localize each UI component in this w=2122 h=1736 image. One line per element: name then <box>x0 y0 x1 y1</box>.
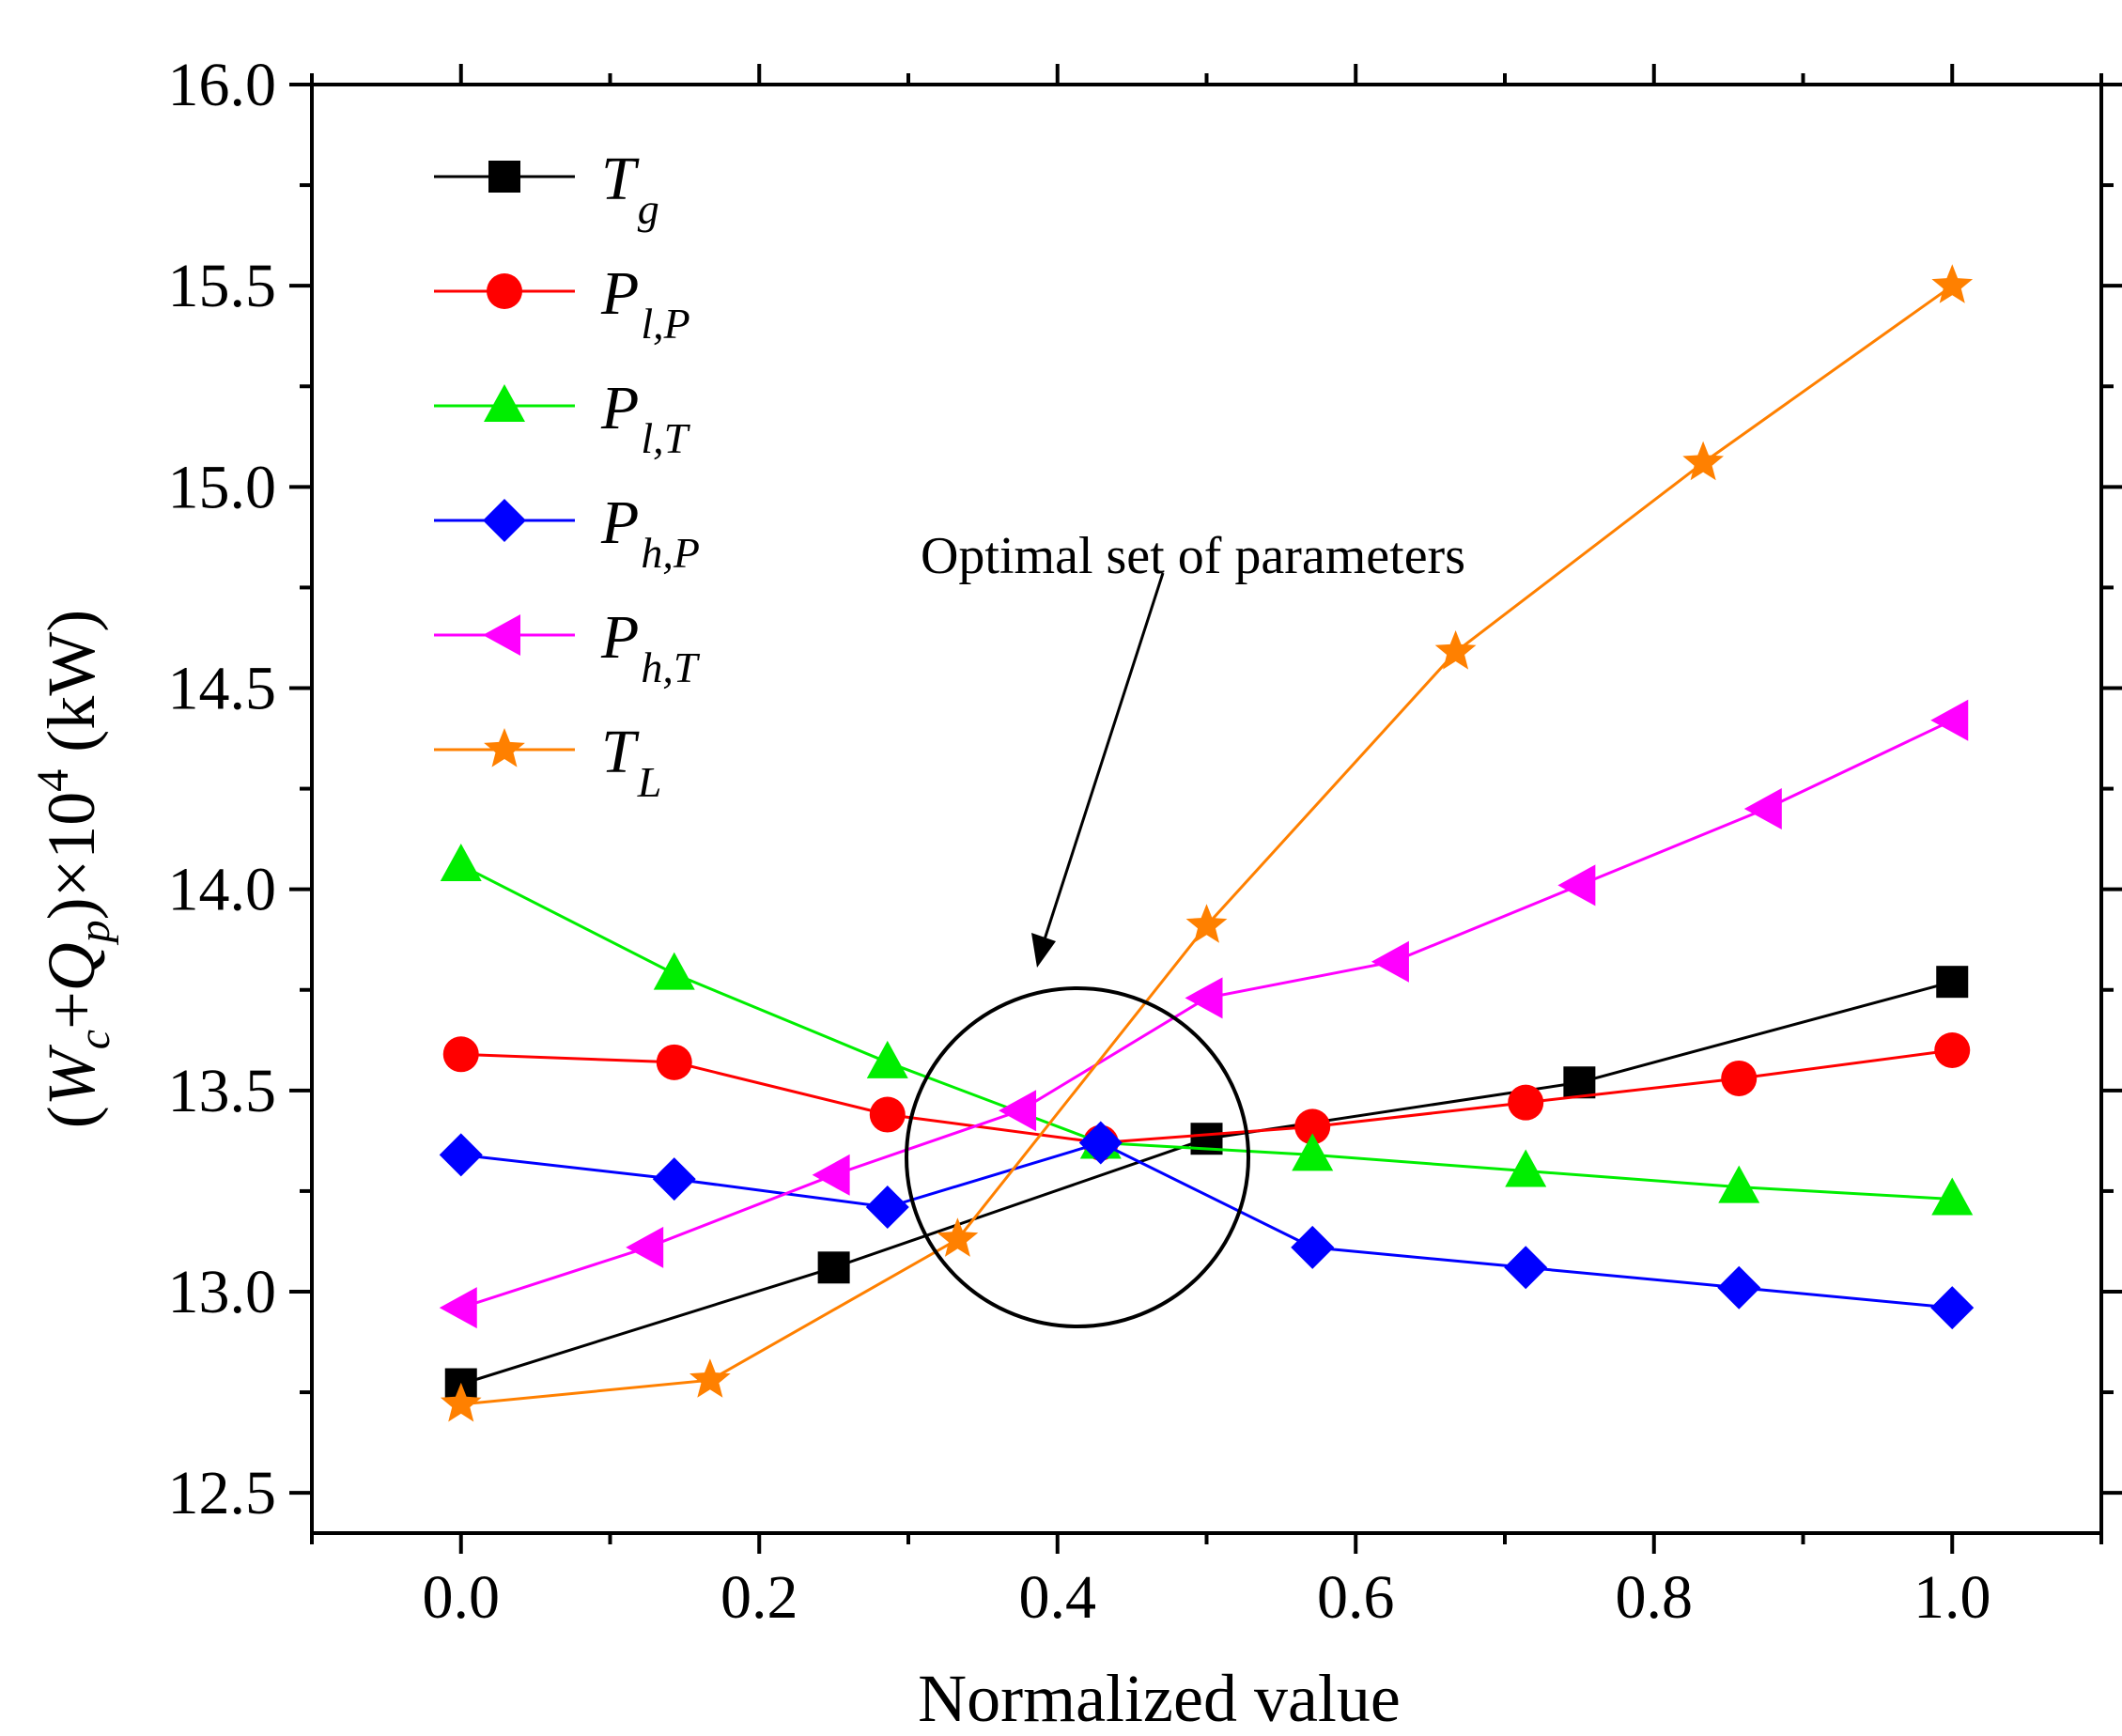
series-layer <box>439 264 1975 1422</box>
legend-entry: Ph,T <box>434 603 701 691</box>
x-tick-label: 1.0 <box>1913 1563 1991 1632</box>
series-1 <box>442 1032 1971 1161</box>
data-point <box>1434 630 1477 670</box>
annotation-arrow-line <box>1043 572 1165 940</box>
data-point <box>440 1382 482 1422</box>
data-point <box>1078 1121 1123 1165</box>
axis-ticks <box>289 64 2122 1554</box>
series-line <box>460 1048 1953 1145</box>
data-point <box>866 1040 908 1078</box>
y-tick-label: 16.0 <box>168 51 277 119</box>
legend-marker <box>484 728 525 767</box>
legend-entry: Pl,T <box>434 374 691 462</box>
data-point <box>1508 1084 1544 1121</box>
series-line <box>460 863 1953 1201</box>
data-point <box>1936 966 1969 999</box>
y-tick-label: 15.0 <box>168 453 277 521</box>
data-point <box>440 843 482 881</box>
data-point <box>1557 864 1596 907</box>
data-point <box>869 1096 906 1133</box>
x-tick-label: 0.0 <box>423 1563 501 1632</box>
data-point <box>439 1287 477 1329</box>
y-tick-label: 15.5 <box>168 252 277 320</box>
legend-label: Ph,P <box>600 488 700 577</box>
data-point <box>1931 1177 1974 1216</box>
legend: Tg Pl,P Pl,T Ph,P Ph,T TL <box>434 145 701 806</box>
legend-entry: Tg <box>434 145 659 233</box>
data-point <box>1504 1246 1548 1290</box>
data-point <box>652 1157 696 1201</box>
x-tick-label: 0.2 <box>720 1563 798 1632</box>
legend-label: Ph,T <box>600 603 701 691</box>
data-point <box>689 1358 731 1398</box>
data-point <box>626 1226 664 1268</box>
y-tick-label: 13.0 <box>168 1258 277 1326</box>
x-tick-label: 0.8 <box>1616 1563 1694 1632</box>
legend-marker <box>483 614 520 656</box>
data-point <box>1930 699 1969 741</box>
series-line <box>460 1140 1953 1310</box>
data-point <box>1930 1286 1975 1330</box>
data-point <box>1563 1066 1596 1099</box>
data-point <box>1185 977 1223 1019</box>
data-point <box>999 1090 1037 1132</box>
y-axis-title: (Wc+Qp)×104 (kW) <box>28 610 119 1128</box>
legend-label: Pl,T <box>600 374 691 462</box>
legend-marker <box>484 384 525 422</box>
series-5 <box>440 264 1974 1422</box>
annotation-text: Optimal set of parameters <box>921 527 1465 585</box>
y-tick-label: 14.0 <box>168 856 277 924</box>
data-point <box>937 1217 979 1257</box>
legend-label: TL <box>601 718 661 806</box>
optimal-region-circle <box>905 986 1250 1328</box>
legend-entry: Ph,P <box>434 488 700 577</box>
data-point <box>1292 1133 1334 1171</box>
data-point <box>1294 1108 1331 1145</box>
data-point <box>1291 1225 1335 1269</box>
data-point <box>865 1186 909 1230</box>
y-tick-label: 12.5 <box>168 1459 277 1527</box>
data-point <box>1717 1265 1761 1310</box>
data-point <box>1371 940 1409 983</box>
y-tick-label: 13.5 <box>168 1057 277 1125</box>
series-4 <box>439 699 1969 1329</box>
axis-tick-labels: 0.0 0.2 0.4 0.6 0.8 1.0 12.5 13.0 13.5 14.0 14.5 15… <box>168 51 1991 1632</box>
data-point <box>1682 441 1724 481</box>
legend-entry: Pl,P <box>434 259 690 348</box>
plot-frame <box>310 83 2103 1535</box>
data-point <box>1934 1032 1971 1068</box>
legend-marker <box>487 273 522 309</box>
legend-label: Pl,P <box>600 259 690 348</box>
data-point <box>1185 904 1228 943</box>
y-tick-label: 14.5 <box>168 655 277 723</box>
data-point <box>1505 1149 1547 1187</box>
x-tick-label: 0.6 <box>1317 1563 1395 1632</box>
data-point <box>439 1133 483 1177</box>
data-point <box>1721 1060 1758 1096</box>
data-point <box>653 952 695 990</box>
data-point <box>442 1036 479 1073</box>
x-axis-title: Normalized value <box>918 1661 1401 1736</box>
data-point <box>812 1154 850 1196</box>
legend-marker <box>488 161 520 193</box>
x-tick-label: 0.4 <box>1019 1563 1097 1632</box>
data-point <box>817 1251 850 1284</box>
data-point <box>1718 1165 1760 1203</box>
data-point <box>1931 264 1974 303</box>
legend-label: Tg <box>601 145 659 233</box>
data-point <box>1743 788 1782 829</box>
series-3 <box>439 1121 1975 1330</box>
annotation-arrow-head <box>1031 933 1056 968</box>
data-point <box>656 1044 692 1080</box>
legend-marker <box>483 499 526 542</box>
legend-entry: TL <box>434 718 661 806</box>
